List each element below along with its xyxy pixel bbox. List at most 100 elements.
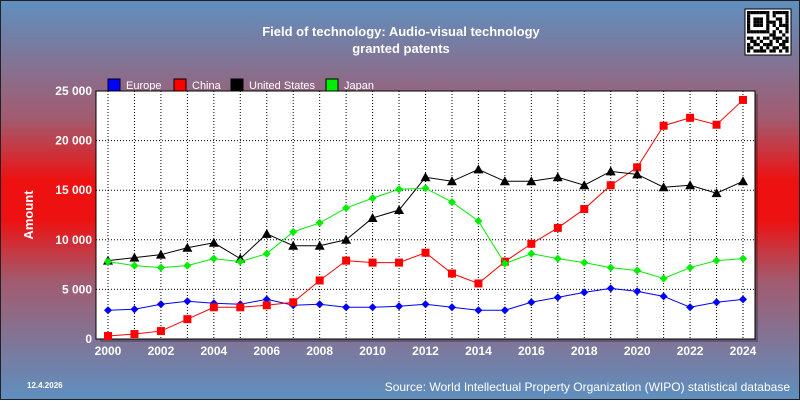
x-axis: 2000 2002 2004 2006 2008 2010 2012 2014 2016 2018… (95, 344, 757, 358)
source-note: Source: World Intellectual Property Orga… (385, 380, 791, 394)
data-point-japan (686, 263, 695, 272)
data-point-europe (686, 303, 695, 312)
data-point-japan (262, 249, 271, 258)
legend-item-europe: Europe (107, 78, 161, 92)
data-point-japan (712, 256, 721, 265)
legend: Europe China United States Japan (107, 78, 374, 92)
data-point-united-states (367, 212, 378, 222)
series-japan (104, 184, 747, 283)
y-tick-label: 10 000 (55, 233, 92, 247)
grid-lines (96, 90, 755, 339)
data-point-europe (527, 298, 536, 307)
data-point-europe (659, 292, 668, 301)
series-united-states (103, 164, 748, 265)
data-point-europe (368, 303, 377, 312)
x-tick-label: 2002 (148, 344, 175, 358)
legend-label: China (192, 80, 222, 92)
data-point-china (315, 276, 324, 285)
data-point-japan (580, 258, 589, 267)
data-point-japan (315, 218, 324, 227)
data-point-europe (395, 302, 404, 311)
data-point-europe (104, 306, 112, 315)
data-point-europe (633, 287, 642, 296)
chart-subtitle: granted patents (352, 41, 450, 56)
data-point-united-states (579, 180, 590, 190)
y-axis: 0 5 000 10 000 15 000 20 000 25 000 (55, 84, 92, 346)
x-tick-label: 2024 (730, 344, 757, 358)
data-point-china (633, 163, 642, 172)
data-point-china (712, 120, 721, 129)
legend-item-united-states: United States (230, 78, 316, 92)
data-point-united-states (446, 176, 457, 186)
data-point-china (686, 113, 695, 122)
data-point-united-states (526, 176, 537, 186)
data-point-united-states (685, 180, 696, 190)
x-tick-label: 2022 (677, 344, 704, 358)
data-point-japan (500, 259, 509, 268)
data-point-united-states (208, 237, 219, 247)
data-point-europe (421, 300, 430, 309)
data-point-europe (315, 300, 324, 309)
data-point-united-states (288, 240, 299, 250)
data-point-china (156, 327, 165, 336)
data-point-china (130, 330, 139, 339)
legend-swatch (230, 78, 244, 92)
data-point-china (368, 258, 377, 267)
legend-label: Europe (126, 80, 161, 92)
data-point-japan (368, 194, 377, 203)
data-point-china (739, 95, 747, 104)
data-point-europe (447, 303, 456, 312)
data-point-japan (183, 261, 192, 270)
chart-title: Field of technology: Audio-visual techno… (262, 24, 540, 39)
legend-item-japan: Japan (325, 78, 374, 92)
legend-swatch (173, 78, 187, 92)
data-point-europe (183, 297, 192, 306)
legend-label: United States (249, 80, 316, 92)
data-point-united-states (605, 166, 616, 176)
y-tick-label: 20 000 (55, 134, 92, 148)
data-point-united-states (341, 234, 352, 244)
date-stamp: 12.4.2026 (27, 381, 63, 390)
data-point-japan (633, 266, 642, 275)
series-group (103, 95, 748, 341)
data-point-japan (289, 227, 298, 236)
data-point-japan (236, 257, 245, 266)
data-point-japan (659, 274, 668, 283)
x-tick-label: 2006 (253, 344, 280, 358)
data-point-japan (209, 254, 218, 263)
x-tick-label: 2010 (359, 344, 386, 358)
data-point-united-states (499, 176, 510, 186)
legend-label: Japan (344, 80, 374, 92)
data-point-united-states (155, 249, 166, 259)
data-point-china (104, 332, 112, 341)
data-point-japan (156, 263, 165, 272)
data-point-china (342, 256, 351, 265)
data-point-united-states (129, 252, 140, 262)
data-point-united-states (261, 228, 272, 238)
y-tick-label: 25 000 (55, 84, 92, 98)
data-point-china (580, 205, 589, 214)
data-point-japan (104, 257, 112, 266)
y-tick-label: 15 000 (55, 183, 92, 197)
data-point-united-states (658, 182, 669, 192)
x-tick-label: 2004 (200, 344, 227, 358)
data-point-china (447, 269, 456, 278)
data-point-europe (474, 306, 483, 315)
data-point-japan (342, 204, 351, 213)
data-point-europe (712, 298, 721, 307)
data-point-united-states (182, 242, 193, 252)
data-point-china (659, 121, 668, 130)
legend-swatch (107, 78, 121, 92)
data-point-china (606, 181, 615, 190)
legend-item-china: China (173, 78, 222, 92)
x-tick-label: 2008 (306, 344, 333, 358)
data-point-china (421, 248, 430, 257)
data-point-europe (342, 303, 351, 312)
series-china (104, 95, 747, 341)
data-point-united-states (632, 169, 643, 179)
data-point-united-states (394, 205, 405, 215)
data-point-japan (553, 254, 562, 263)
legend-swatch (325, 78, 339, 92)
data-point-japan (395, 185, 404, 194)
